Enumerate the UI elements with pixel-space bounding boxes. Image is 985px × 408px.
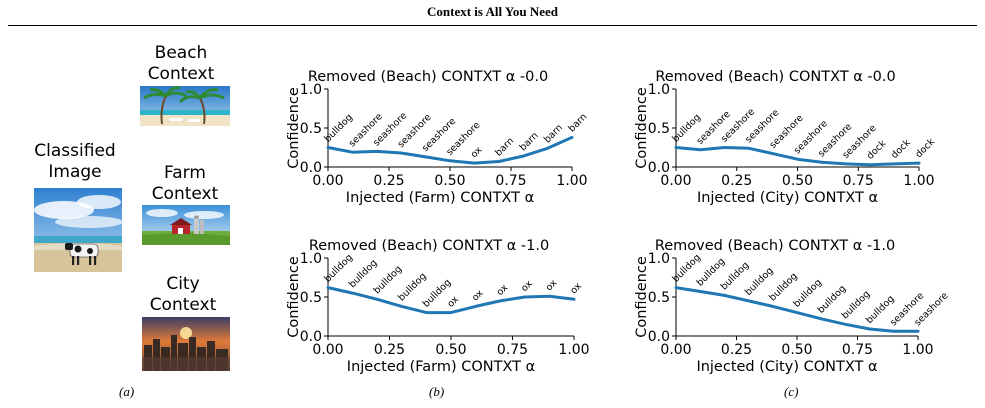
x-tick-label: 1.00 [903,173,934,189]
city-context-label: City Context [128,274,238,316]
x-axis-label: Injected (City) CONTXT α [696,359,877,375]
point-class-label: ox [568,280,584,296]
point-class-label: ox [544,277,560,293]
chart-title: Removed (Beach) CONTXT α -1.0 [655,238,895,254]
chart-city-removed-1: Removed (Beach) CONTXT α -1.0 0.0 0.5 1.0 0.… [634,238,951,375]
point-class-label: ox [470,288,486,304]
y-tick-label: 0.0 [300,160,322,176]
y-tick-label: 1.0 [300,82,322,98]
y-tick-label: 1.0 [648,82,670,98]
point-class-label: ox [469,144,485,160]
x-tick-label: 0.00 [312,342,343,358]
x-axis-label: Injected (Farm) CONTXT α [346,190,534,205]
chart-farm-removed-1: Removed (Beach) CONTXT α -1.0 0.0 0.5 1.0 0.… [286,238,590,375]
y-tick-label: 0.5 [648,121,670,137]
y-tick-label: 0.0 [648,329,670,345]
x-tick-label: 0.50 [435,342,466,358]
y-axis-label: Confidence [286,87,302,169]
y-tick-label: 0.5 [300,121,322,137]
x-tick-label: 0.25 [721,342,752,358]
x-tick-label: 0.75 [495,173,526,189]
x-tick-label: 0.75 [497,342,528,358]
y-tick-label: 1.0 [300,251,322,267]
y-tick-label: 0.0 [648,160,670,176]
point-class-label: ox [495,282,511,298]
caption-b: (b) [429,384,445,399]
x-tick-label: 0.50 [782,173,813,189]
confidence-line [326,286,576,315]
x-tick-label: 0.50 [781,342,812,358]
beach-label-line1: Beach [154,43,208,63]
city-context-image [142,317,230,371]
classified-image-label: Classified Image [20,141,130,183]
x-tick-label: 0.00 [312,173,343,189]
caption-a: (a) [119,384,135,399]
confidence-line [326,135,574,165]
header-rule [8,25,977,26]
point-class-label: dock [889,137,913,161]
y-axis-label: Confidence [634,87,650,169]
farm-context-image [142,205,230,245]
x-tick-label: 0.25 [374,342,405,358]
classified-label-line2: Image [48,162,102,182]
farm-context-label: Farm Context [130,163,240,205]
y-tick-label: 0.5 [648,290,670,306]
paper-header-title: Context is All You Need [427,4,558,19]
x-tick-label: 0.25 [373,173,404,189]
y-tick-label: 0.0 [300,329,322,345]
point-class-label: ox [445,294,461,310]
point-class-label: barn [493,136,516,159]
x-tick-label: 0.50 [434,173,465,189]
x-tick-label: 1.00 [902,342,933,358]
x-axis-label: Injected (Farm) CONTXT α [347,359,535,375]
confidence-line [674,146,921,167]
point-class-label: dock [913,136,937,160]
x-tick-label: 0.00 [660,342,691,358]
point-class-label: barn [566,111,589,134]
city-label-line2: Context [149,295,217,315]
beach-context-label: Beach Context [126,43,236,85]
chart-farm-removed-0: Removed (Beach) CONTXT α -0.0 0.0 0.5 1.0 0.… [286,69,589,205]
point-class-label: dock [865,138,889,162]
classified-label-line1: Classified [34,141,116,161]
beach-label-line2: Context [147,64,215,84]
point-class-label: barn [518,130,541,153]
x-axis-label: Injected (City) CONTXT α [697,190,878,205]
x-tick-label: 1.00 [558,342,589,358]
city-label-line1: City [166,274,200,294]
beach-context-image [140,86,230,126]
confidence-line [674,286,920,333]
farm-label-line1: Farm [164,163,206,183]
chart-title: Removed (Beach) CONTXT α -0.0 [308,69,548,85]
classified-cow-beach-image [34,188,122,272]
x-tick-label: 0.75 [842,342,873,358]
y-axis-label: Confidence [286,256,302,338]
chart-title: Removed (Beach) CONTXT α -1.0 [309,238,549,254]
chart-title: Removed (Beach) CONTXT α -0.0 [655,69,895,85]
y-axis-label: Confidence [634,256,650,338]
palm-tree-icon [143,86,225,125]
x-tick-label: 0.75 [843,173,874,189]
chart-city-removed-0: Removed (Beach) CONTXT α -0.0 0.0 0.5 1.0 0.… [634,69,937,205]
y-tick-label: 1.0 [648,251,670,267]
farm-label-line2: Context [151,184,219,204]
x-tick-label: 1.00 [556,173,587,189]
cow-icon [65,243,99,265]
y-tick-label: 0.5 [300,290,322,306]
x-tick-label: 0.00 [660,173,691,189]
point-class-label: ox [519,278,535,294]
x-tick-label: 0.25 [721,173,752,189]
barn-icon [170,215,204,234]
caption-c: (c) [784,384,799,399]
